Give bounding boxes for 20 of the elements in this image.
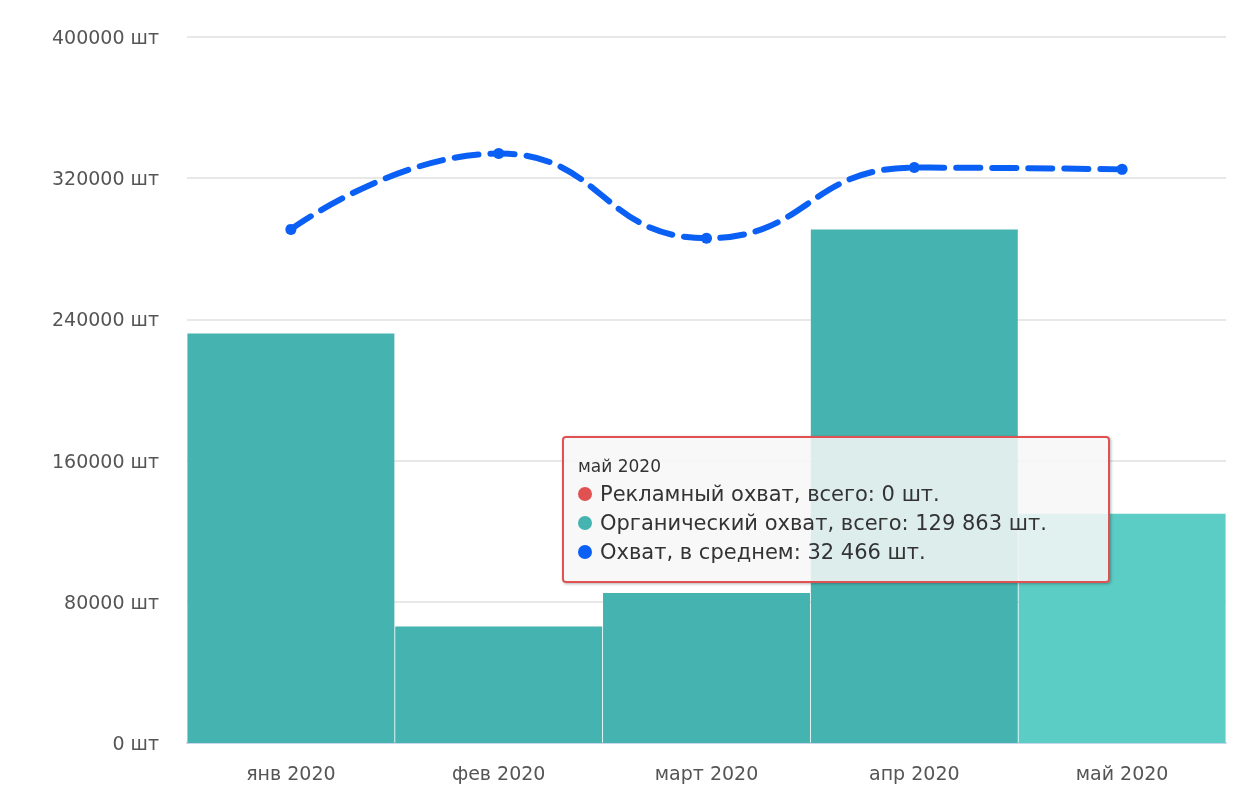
annotation: Рекламный охват, всего: 0 шт. bbox=[600, 482, 940, 506]
point bbox=[285, 223, 297, 235]
y-tick-label: 160000 шт bbox=[51, 449, 159, 472]
y-tick-label: 240000 шт bbox=[51, 308, 159, 331]
annotation: май 2020 bbox=[578, 456, 662, 476]
x-tick-label: фев 2020 bbox=[451, 761, 546, 784]
annotation: Органический охват, всего: 129 863 шт. bbox=[600, 511, 1047, 535]
x-tick-label: март 2020 bbox=[654, 761, 759, 784]
y-tick-label: 0 шт bbox=[112, 732, 159, 754]
y-tick-label: 320000 шт bbox=[51, 167, 159, 190]
y-tick-label: 80000 шт bbox=[64, 590, 159, 613]
point bbox=[1116, 163, 1128, 175]
x-tick-label: янв 2020 bbox=[246, 761, 336, 784]
x-tick-label: апр 2020 bbox=[869, 761, 960, 784]
y-tick-label: 400000 шт bbox=[51, 26, 159, 48]
point bbox=[908, 162, 920, 174]
point bbox=[493, 147, 505, 159]
point bbox=[701, 232, 712, 244]
x-tick-label: май 2020 bbox=[1075, 761, 1169, 784]
annotation: Охват, в среднем: 32 466 шт. bbox=[600, 540, 926, 564]
